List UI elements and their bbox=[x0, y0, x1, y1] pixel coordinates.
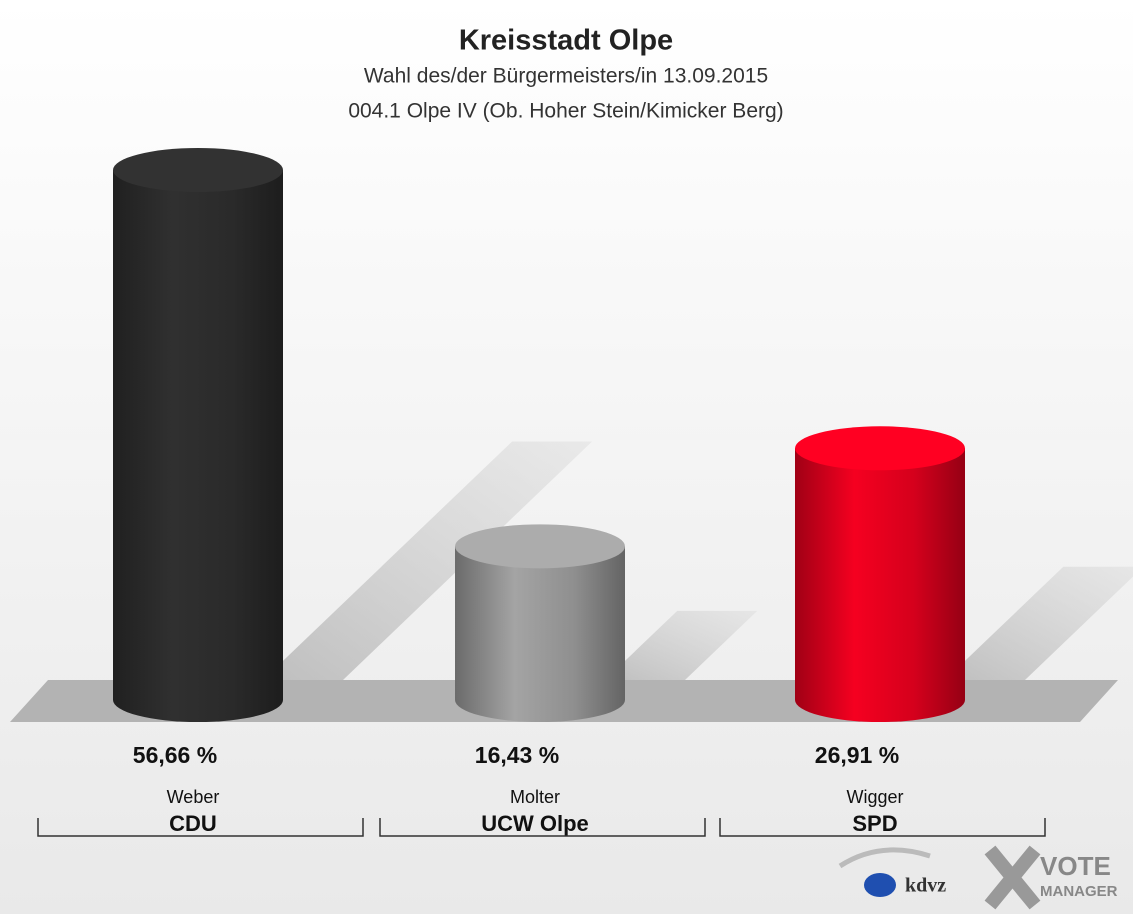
value-label: 16,43 % bbox=[475, 742, 559, 768]
party-label: CDU bbox=[169, 811, 217, 836]
value-label: 56,66 % bbox=[133, 742, 217, 768]
logo: kdvz VOTE MANAGER bbox=[838, 845, 1118, 910]
category-label: Weber bbox=[167, 787, 220, 807]
bar-top bbox=[113, 148, 283, 192]
logo-x bbox=[984, 845, 1041, 910]
bracket bbox=[719, 818, 1046, 837]
logo-text: MANAGER bbox=[1040, 883, 1118, 900]
logo-text: VOTE bbox=[1040, 851, 1111, 881]
bar bbox=[455, 546, 625, 722]
value-label: 26,91 % bbox=[815, 742, 899, 768]
chart-subtitle: Wahl des/der Bürgermeisters/in 13.09.201… bbox=[364, 65, 768, 88]
bar bbox=[795, 448, 965, 722]
bar-shadow bbox=[263, 441, 593, 680]
logo-text: kdvz bbox=[905, 875, 946, 897]
chart-title: Kreisstadt Olpe bbox=[459, 25, 673, 57]
bracket bbox=[379, 818, 706, 837]
chart-subtitle: 004.1 Olpe IV (Ob. Hoher Stein/Kimicker … bbox=[348, 100, 783, 123]
bracket bbox=[37, 818, 364, 837]
bar bbox=[113, 170, 283, 722]
bar-shadow bbox=[945, 566, 1133, 680]
bar-shadow bbox=[605, 610, 758, 680]
bar-top bbox=[795, 426, 965, 471]
party-label: UCW Olpe bbox=[481, 811, 589, 836]
logo-swoosh bbox=[838, 847, 931, 869]
category-label: Wigger bbox=[846, 787, 903, 807]
bar-top bbox=[455, 524, 625, 569]
logo-icon bbox=[864, 873, 896, 897]
category-label: Molter bbox=[510, 787, 560, 807]
party-label: SPD bbox=[852, 811, 897, 836]
